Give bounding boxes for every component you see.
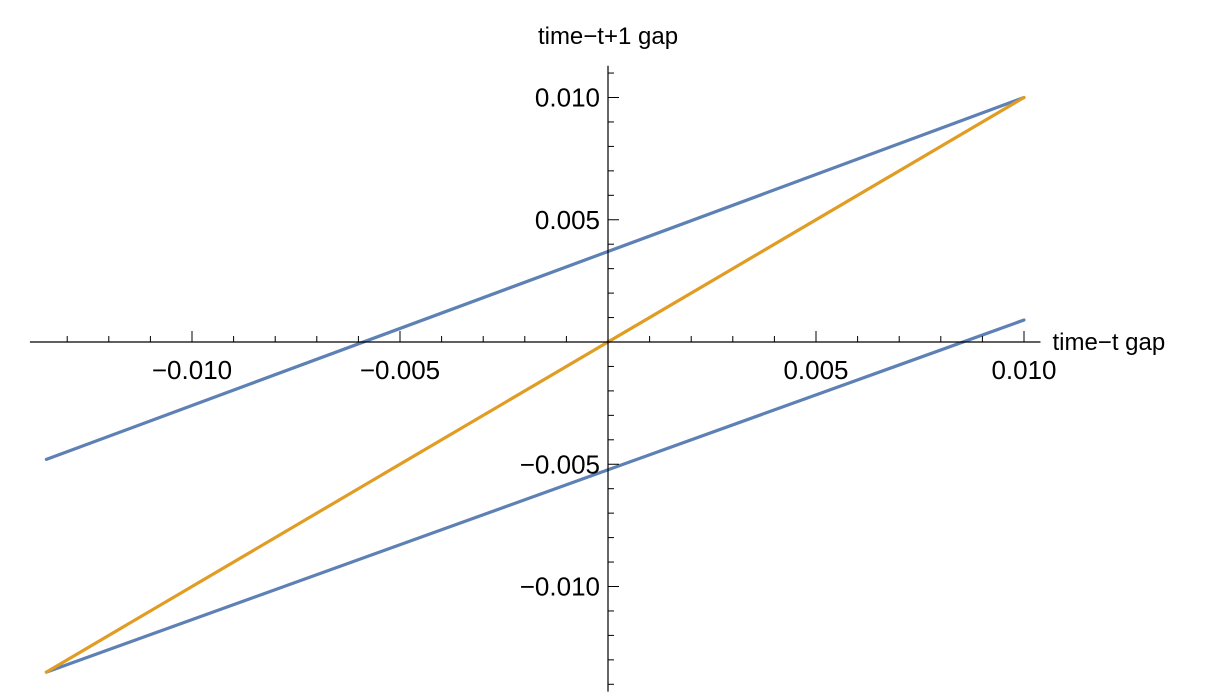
series-line-3: [44, 95, 1026, 674]
series-line-2: [44, 318, 1026, 674]
series-line-1: [44, 95, 1026, 461]
y-tick-label: 0.010: [535, 83, 600, 113]
x-axis-title: time−t gap: [1052, 329, 1165, 356]
x-tick-label: −0.010: [152, 355, 232, 385]
y-tick-label: −0.010: [520, 572, 600, 602]
y-tick-label: −0.005: [520, 449, 600, 479]
x-tick-label: −0.005: [360, 355, 440, 385]
y-tick-label: 0.005: [535, 205, 600, 235]
series-layer: [44, 95, 1026, 674]
y-axis-title: time−t+1 gap: [538, 23, 678, 50]
x-tick-label: 0.010: [991, 355, 1056, 385]
axes-layer: −0.010 −0.005 0.005 0.010 0.010 0.005 −0.005 −0…: [29, 65, 1057, 692]
x-tick-label: 0.005: [783, 355, 848, 385]
